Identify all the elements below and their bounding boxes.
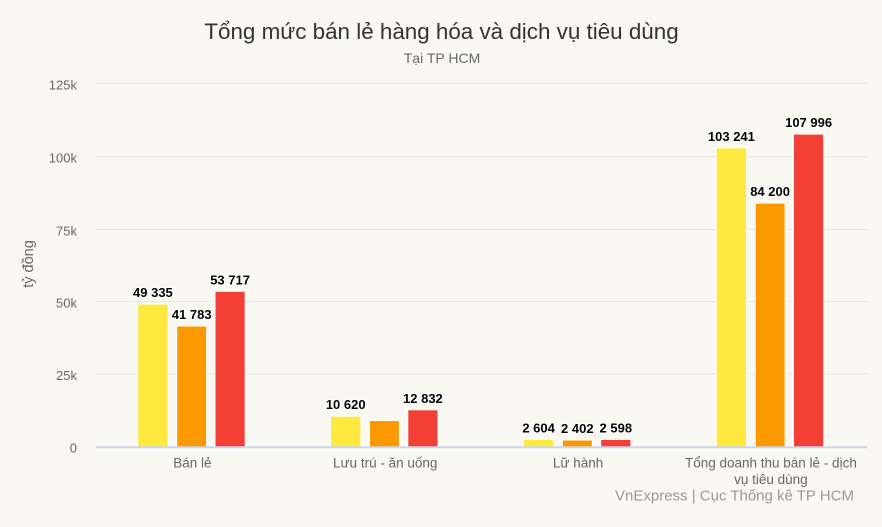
svg-text:84 200: 84 200 xyxy=(750,184,790,199)
svg-text:vụ tiêu dùng: vụ tiêu dùng xyxy=(734,472,808,487)
svg-text:75k: 75k xyxy=(56,224,77,239)
svg-text:103 241: 103 241 xyxy=(708,129,755,144)
svg-text:12 832: 12 832 xyxy=(403,391,443,406)
svg-text:53 717: 53 717 xyxy=(210,272,250,287)
svg-text:49 335: 49 335 xyxy=(133,285,173,300)
svg-text:0: 0 xyxy=(70,441,77,456)
svg-text:Lưu trú - ăn uống: Lưu trú - ăn uống xyxy=(333,456,437,471)
svg-text:125k: 125k xyxy=(49,77,78,92)
svg-text:10 620: 10 620 xyxy=(326,397,366,412)
svg-text:25k: 25k xyxy=(56,368,77,383)
svg-text:2 598: 2 598 xyxy=(600,421,633,436)
svg-text:41 783: 41 783 xyxy=(172,307,212,322)
svg-text:Tổng mức bán lẻ hàng hóa và dị: Tổng mức bán lẻ hàng hóa và dịch vụ tiêu… xyxy=(204,19,678,44)
svg-text:107 996: 107 996 xyxy=(785,115,832,130)
svg-text:2 604: 2 604 xyxy=(522,421,555,436)
svg-text:Tại TP HCM: Tại TP HCM xyxy=(404,50,481,66)
svg-text:Lữ hành: Lữ hành xyxy=(553,456,603,471)
svg-text:50k: 50k xyxy=(56,296,77,311)
svg-text:tỷ đồng: tỷ đồng xyxy=(21,240,37,288)
svg-text:100k: 100k xyxy=(49,151,78,166)
svg-text:Tổng doanh thu bán lẻ - dịch: Tổng doanh thu bán lẻ - dịch xyxy=(685,456,857,471)
svg-text:VnExpress | Cục Thống kê TP HC: VnExpress | Cục Thống kê TP HCM xyxy=(615,488,854,505)
svg-text:2 402: 2 402 xyxy=(561,421,594,436)
svg-text:Bán lẻ: Bán lẻ xyxy=(173,456,211,471)
